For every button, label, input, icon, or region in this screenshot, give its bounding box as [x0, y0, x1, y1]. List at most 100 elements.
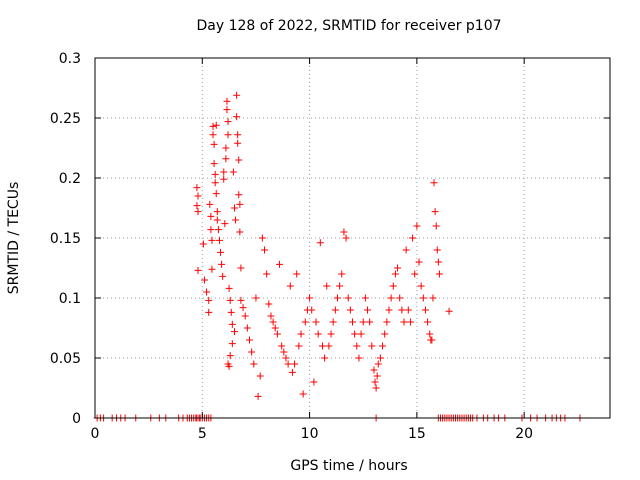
- x-tick-label: 0: [91, 426, 100, 442]
- data-point: [199, 240, 207, 248]
- data-point: [295, 342, 303, 350]
- x-tick-label: 10: [301, 426, 319, 442]
- data-point: [417, 282, 425, 290]
- data-point: [432, 222, 440, 230]
- data-point: [215, 236, 223, 244]
- data-point: [398, 306, 406, 314]
- data-point: [323, 282, 331, 290]
- data-point: [316, 239, 324, 247]
- data-point: [213, 208, 221, 216]
- y-axis-label: SRMTID / TECUs: [6, 182, 22, 295]
- data-point: [229, 168, 237, 176]
- data-point: [246, 336, 253, 344]
- data-point: [278, 342, 286, 350]
- data-point: [366, 318, 374, 326]
- data-point: [212, 190, 220, 198]
- data-point: [267, 312, 275, 320]
- data-point: [194, 266, 202, 274]
- data-point: [301, 318, 309, 326]
- data-point: [254, 392, 262, 400]
- data-point: [321, 354, 329, 362]
- data-point: [429, 294, 437, 302]
- data-point: [208, 265, 216, 273]
- data-point: [233, 113, 241, 121]
- data-point: [314, 330, 322, 338]
- data-point: [193, 202, 201, 210]
- data-point: [385, 306, 393, 314]
- data-point: [209, 122, 217, 130]
- y-tick-label: 0.25: [50, 111, 81, 127]
- data-point: [282, 354, 290, 362]
- data-point: [391, 270, 399, 278]
- data-point: [234, 139, 242, 147]
- data-point: [256, 372, 264, 380]
- x-axis-label: GPS time / hours: [290, 458, 407, 474]
- data-point: [226, 296, 234, 304]
- data-point: [336, 282, 344, 290]
- data-point: [346, 306, 354, 314]
- data-point: [396, 294, 404, 302]
- data-point: [415, 258, 423, 266]
- data-point: [271, 324, 279, 332]
- data-point: [312, 318, 320, 326]
- data-point: [276, 260, 284, 268]
- data-point: [221, 220, 229, 228]
- data-point: [217, 248, 225, 256]
- data-point: [329, 318, 337, 326]
- data-point: [419, 294, 427, 302]
- data-point: [207, 226, 215, 234]
- data-point: [426, 330, 434, 338]
- data-point: [434, 258, 442, 266]
- data-point: [225, 284, 233, 292]
- data-point: [310, 378, 318, 386]
- data-point: [288, 368, 296, 376]
- y-tick-label: 0.05: [50, 351, 81, 367]
- data-point: [265, 300, 273, 308]
- data-point: [243, 324, 251, 332]
- data-point: [372, 384, 380, 392]
- data-point: [351, 330, 359, 338]
- data-point: [219, 272, 227, 280]
- data-point: [200, 276, 208, 284]
- data-point: [364, 306, 372, 314]
- data-point: [409, 234, 417, 242]
- data-point: [209, 131, 217, 139]
- data-point: [373, 372, 381, 380]
- data-point: [224, 118, 232, 126]
- data-point: [445, 307, 453, 315]
- y-tick-label: 0.1: [59, 291, 81, 307]
- data-point: [379, 342, 387, 350]
- data-point: [225, 362, 233, 370]
- data-point: [331, 306, 339, 314]
- data-point: [431, 208, 439, 216]
- plot-frame: [94, 57, 611, 419]
- data-point: [207, 212, 215, 220]
- data-point: [402, 246, 410, 254]
- data-point: [228, 340, 236, 348]
- data-point: [230, 204, 238, 212]
- data-point: [206, 200, 214, 208]
- data-point: [387, 294, 395, 302]
- data-point: [218, 260, 226, 268]
- data-point: [430, 179, 438, 187]
- x-tick-label: 5: [198, 426, 207, 442]
- x-tick-label: 15: [408, 426, 426, 442]
- data-point: [371, 378, 379, 386]
- data-point: [342, 234, 350, 242]
- data-point: [370, 366, 378, 374]
- data-point: [394, 264, 402, 272]
- data-point: [205, 296, 213, 304]
- data-point: [433, 246, 441, 254]
- data-point: [222, 144, 230, 152]
- data-point: [239, 304, 247, 312]
- data-point: [368, 342, 376, 350]
- data-point: [210, 140, 218, 148]
- data-point: [234, 131, 242, 139]
- data-point: [424, 318, 432, 326]
- data-point: [374, 360, 382, 368]
- data-point: [232, 216, 240, 224]
- data-point: [193, 184, 201, 192]
- data-point: [413, 222, 421, 230]
- data-point: [214, 226, 222, 234]
